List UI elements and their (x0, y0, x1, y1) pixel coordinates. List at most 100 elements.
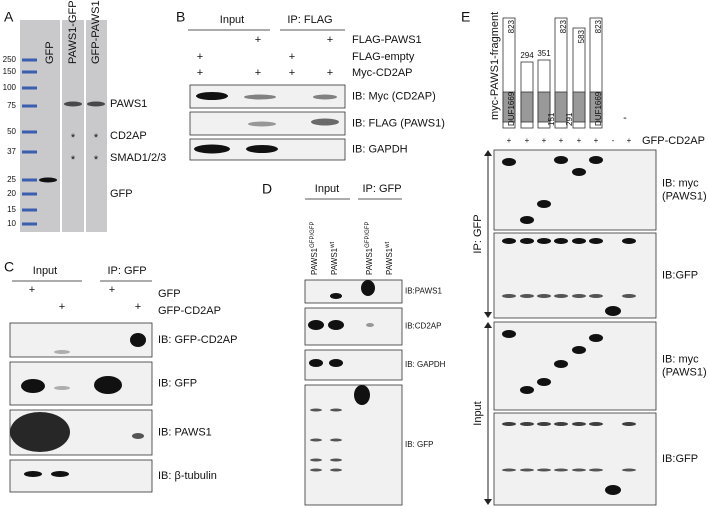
panel-letter: D (262, 181, 272, 197)
fragment-start: 151 (547, 112, 556, 126)
sign: + (559, 136, 564, 145)
panel-letter: C (4, 259, 14, 275)
band (94, 376, 122, 394)
band (310, 438, 322, 442)
band (54, 350, 70, 354)
fragment-domain-label: DUF1669 (594, 91, 603, 126)
group-label: IP: GFP (362, 183, 401, 195)
marker-band (22, 222, 37, 226)
lane-label: PAWS1GFP/GFP (365, 222, 375, 275)
band (132, 433, 144, 439)
gel (20, 20, 107, 232)
group-label: IP: GFP (472, 214, 484, 253)
marker-band (22, 58, 37, 62)
marker-label: 25 (7, 175, 16, 184)
sign: + (542, 136, 547, 145)
blot (9, 322, 153, 358)
band (572, 238, 586, 244)
sign: + (327, 67, 333, 79)
band (605, 485, 621, 495)
band-label: PAWS1 (110, 98, 147, 110)
blot-label: IB: Myc (CD2AP) (352, 90, 436, 102)
marker-label: 150 (3, 67, 17, 76)
band (520, 294, 534, 298)
band (308, 320, 324, 330)
blot (304, 307, 403, 346)
band (248, 121, 276, 127)
blot-label: IB: GAPDH (352, 143, 408, 155)
band (520, 468, 534, 472)
blot-label: IB:GFP (662, 453, 698, 465)
blot-label: IB: myc (662, 177, 699, 189)
blot-label: IB: GFP-CD2AP (158, 334, 237, 346)
fragment-start: 291 (565, 112, 574, 126)
band (354, 385, 370, 405)
band (537, 378, 551, 386)
band-label: SMAD1/2/3 (110, 152, 166, 164)
band (310, 408, 322, 412)
marker-band (22, 130, 37, 134)
band (572, 346, 586, 354)
panel-letter: B (176, 9, 185, 25)
group-label: IP: FLAG (287, 14, 332, 26)
sign: + (327, 34, 333, 46)
row-label: GFP (158, 288, 181, 300)
band (328, 320, 344, 330)
group-label: Input (472, 401, 484, 425)
blot-label: IB: myc (662, 353, 699, 365)
marker-band (22, 70, 37, 74)
row-label: Myc-CD2AP (352, 67, 413, 79)
asterisk: * (94, 154, 99, 166)
lane-label: PAWS1GFP/GFP (310, 222, 320, 275)
band (589, 156, 603, 164)
arrow-head (484, 312, 492, 318)
gel-divider (84, 20, 86, 232)
fragment-end: 583 (577, 29, 586, 43)
band (329, 359, 343, 367)
band (537, 294, 551, 298)
marker-band (22, 192, 37, 196)
sign: + (109, 284, 115, 296)
marker-label: 10 (7, 219, 16, 228)
marker-band (22, 150, 37, 154)
band (366, 323, 374, 327)
lane-superscript: GFP/GFP (310, 222, 316, 248)
row-label: FLAG-empty (352, 51, 415, 63)
band (502, 294, 516, 298)
group-label: Input (315, 183, 339, 195)
sign: + (594, 136, 599, 145)
band (589, 238, 603, 244)
sign: + (255, 67, 261, 79)
band (246, 145, 278, 153)
marker-band (22, 208, 37, 212)
band (572, 294, 586, 298)
lane-name: PAWS1 (365, 247, 374, 275)
band (554, 422, 568, 426)
lane-superscript: wt (385, 242, 391, 249)
marker-band (22, 86, 37, 90)
band (554, 360, 568, 368)
fragment-domain (554, 91, 568, 123)
band (309, 359, 323, 367)
band (502, 422, 516, 426)
band (502, 238, 516, 244)
band (520, 216, 534, 224)
band (39, 177, 57, 183)
lane-superscript: GFP/GFP (365, 222, 371, 248)
sign: + (627, 136, 632, 145)
sign: + (289, 51, 295, 63)
blot (493, 321, 657, 411)
fragment-domain (537, 91, 551, 123)
gel-divider (60, 20, 62, 232)
blot-label: IB:PAWS1 (405, 287, 442, 296)
sign: + (135, 301, 141, 313)
fragment-end: 351 (537, 49, 551, 58)
band (554, 468, 568, 472)
band-label: CD2AP (110, 130, 147, 142)
fragment-end: 823 (507, 19, 516, 33)
fragment-label: myc-PAWS1-fragment (489, 12, 501, 120)
marker-label: 37 (7, 147, 16, 156)
band (330, 458, 342, 462)
band (502, 330, 516, 338)
